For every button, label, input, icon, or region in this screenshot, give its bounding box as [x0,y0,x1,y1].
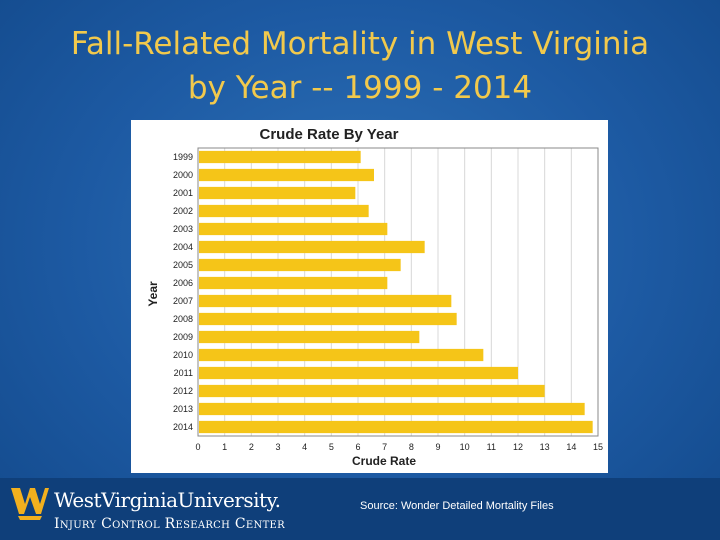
bar-2004 [199,240,425,254]
x-tick-label: 13 [540,442,550,452]
x-tick-label: 1 [222,442,227,452]
bar-2005 [199,258,401,272]
y-tick-label: 2007 [173,296,193,306]
y-axis-ticks: 1999 2000 2001 2002 2003 2004 2005 2006 2007 2008… [173,152,193,432]
chart-title: Crude Rate By Year [260,126,399,143]
y-tick-label: 2012 [173,386,193,396]
university-name: WestVirginiaUniversity. [54,488,281,512]
x-tick-label: 5 [329,442,334,452]
bar-2003 [199,222,388,236]
x-tick-label: 9 [435,442,440,452]
y-tick-label: 2014 [173,422,193,432]
footer-bar [0,478,720,540]
x-tick-label: 6 [355,442,360,452]
bar-1999 [199,150,361,164]
y-tick-label: 2006 [173,278,193,288]
x-tick-label: 4 [302,442,307,452]
slide-title: Fall-Related Mortality in West Virginia … [0,22,720,110]
y-tick-label: 2005 [173,260,193,270]
slide-title-line-1: Fall-Related Mortality in West Virginia [70,26,650,62]
bar-2012 [199,384,545,398]
y-tick-label: 2000 [173,170,193,180]
x-tick-label: 3 [275,442,280,452]
y-tick-label: 2011 [174,368,193,378]
source-note: Source: Wonder Detailed Mortality Files [360,500,554,512]
bar-2008 [199,312,457,326]
chart-panel: Crude Rate By Year 1999 2000 2001 2002 2003 2… [131,120,608,473]
bar-2001 [199,186,356,200]
bar-2002 [199,204,369,218]
y-tick-label: 2013 [173,404,193,414]
x-tick-label: 12 [513,442,523,452]
bar-2000 [199,168,374,182]
crude-rate-bar-chart: Crude Rate By Year 1999 2000 2001 2002 2003 2… [146,126,603,468]
x-tick-label: 10 [460,442,470,452]
x-tick-label: 15 [593,442,603,452]
y-tick-label: 2002 [173,206,193,216]
wvu-flying-wv-icon [11,488,49,520]
bar-2009 [199,330,420,344]
center-name: Injury Control Research Center [54,516,285,532]
bar-2011 [199,366,518,380]
wvu-icrc-logo: WestVirginiaUniversity. Injury Control R… [10,484,310,538]
chart-bars [199,150,593,434]
slide-title-line-2: by Year -- 1999 - 2014 [187,70,533,106]
bar-2014 [199,420,593,434]
y-tick-label: 2001 [173,188,193,198]
y-tick-label: 2010 [173,350,193,360]
y-tick-label: 2004 [173,242,193,252]
bar-2010 [199,348,484,362]
x-axis-ticks: 0 1 2 3 4 5 6 7 8 9 10 11 12 13 14 15 [195,442,603,452]
x-tick-label: 2 [249,442,254,452]
x-axis-label: Crude Rate [352,454,416,468]
plot-frame [197,147,599,437]
x-tick-label: 8 [409,442,414,452]
bar-2006 [199,276,388,290]
x-tick-label: 0 [195,442,200,452]
y-tick-label: 2008 [173,314,193,324]
x-tick-label: 14 [566,442,576,452]
x-tick-label: 11 [487,442,496,452]
bar-2013 [199,402,585,416]
y-axis-label: Year [146,281,160,307]
x-tick-label: 7 [382,442,387,452]
y-tick-label: 1999 [173,152,193,162]
y-tick-label: 2009 [173,332,193,342]
y-tick-label: 2003 [173,224,193,234]
bar-2007 [199,294,452,308]
